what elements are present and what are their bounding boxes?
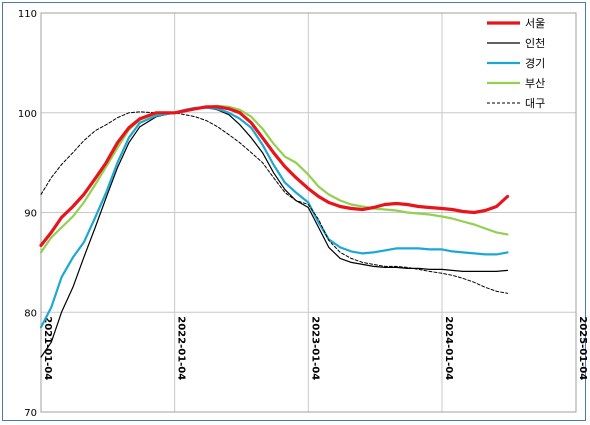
grid [40, 12, 577, 413]
series-lines [39, 104, 510, 358]
y-tick-label: 70 [24, 408, 37, 419]
series-line-5 [40, 111, 508, 294]
series-line-3 [39, 106, 509, 329]
series-line-4 [39, 104, 509, 254]
chart-frame [2, 2, 586, 421]
y-tick-label: 80 [24, 308, 37, 319]
y-tick-label: 90 [24, 209, 37, 220]
series-line-1 [39, 105, 510, 247]
legend-label: 경기 [525, 57, 545, 70]
plot-area [40, 12, 577, 413]
x-tick-label: 2023-01-04 [309, 316, 320, 380]
y-tick-label: 100 [18, 109, 37, 120]
series-line-2 [40, 107, 509, 358]
legend-label: 부산 [525, 77, 545, 90]
y-tick-label: 110 [18, 9, 37, 20]
x-tick-label: 2025-01-04 [577, 316, 588, 380]
x-tick-label: 2022-01-04 [176, 316, 187, 380]
legend-label: 서울 [525, 17, 545, 30]
legend-label: 인천 [525, 36, 545, 50]
legend-label: 대구 [525, 97, 545, 110]
x-tick-label: 2024-01-04 [443, 316, 454, 380]
